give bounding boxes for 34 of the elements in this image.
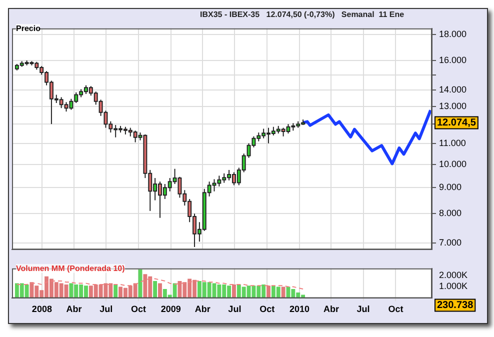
y-tick-label: 7.000 — [439, 238, 462, 248]
y-tick-label: 16.000 — [439, 54, 467, 65]
x-tick-label: Oct — [130, 304, 146, 314]
y-tick-label: 11.000 — [439, 138, 466, 148]
bar — [158, 283, 162, 298]
y-tick-label: 8.000 — [439, 208, 462, 218]
x-tick-label: Oct — [260, 304, 275, 314]
bar — [266, 286, 270, 298]
text: 230.738 — [437, 300, 474, 311]
y-tick-label: 18.000 — [439, 28, 467, 39]
chart-title: IBX35 - IBEX-35 12.074,50 (-0,73%) Semanal 11 Ene — [200, 10, 404, 19]
y-tick-label: 9.000 — [439, 182, 462, 192]
x-tick-label: Jul — [228, 304, 242, 314]
y-axis-title: Precio — [16, 24, 40, 33]
x-tick-label: Abr — [194, 304, 211, 314]
y-tick-label: 2.000K — [439, 270, 468, 280]
y-tick-label: 10.000 — [439, 158, 467, 169]
bar — [281, 286, 286, 298]
x-tick-label: Abr — [66, 304, 82, 314]
x-tick-label: 2008 — [32, 304, 52, 314]
y-axis-title: Volumen MM (Ponderada 10) — [16, 264, 125, 273]
x-tick-label: Jul — [356, 304, 370, 314]
text: 12.074,5 — [437, 117, 476, 128]
x-tick-label: Jul — [100, 304, 113, 314]
y-tick-label: 14.000 — [439, 84, 467, 94]
bar — [153, 281, 158, 298]
line-series — [16, 278, 304, 290]
x-tick-label: 2010 — [290, 304, 310, 314]
bar — [232, 284, 236, 298]
y-tick-label: 1.000K — [439, 281, 468, 292]
y-tick-label: 13.000 — [439, 100, 467, 111]
x-tick-label: Oct — [388, 304, 404, 314]
x-tick-label: Abr — [323, 304, 340, 314]
x-tick-label: 2009 — [160, 304, 181, 314]
